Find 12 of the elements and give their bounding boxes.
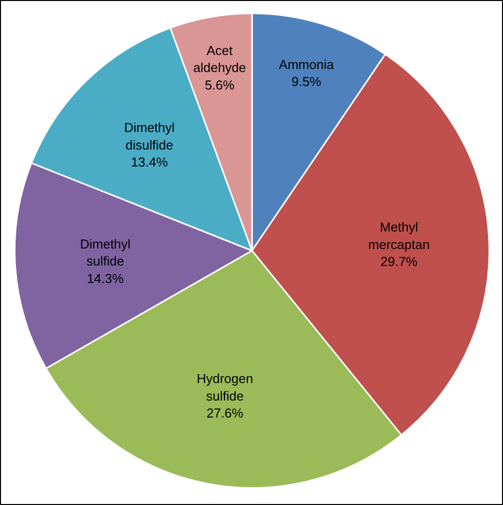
slice-label: Dimethyl disulfide <box>124 120 175 152</box>
data-label: 13.4% <box>130 154 168 170</box>
slice-label: Methyl mercaptan <box>368 220 430 252</box>
data-label: 27.6% <box>206 406 244 421</box>
slice-label: Acet aldehyde <box>193 42 246 76</box>
data-label: 14.3% <box>86 270 124 286</box>
data-label: 9.5% <box>292 74 322 90</box>
data-label: 5.6% <box>204 77 235 92</box>
slice-label: Dimethyl sulfide <box>80 236 131 269</box>
slice-label: Ammonia <box>278 56 335 72</box>
data-label: 29.7% <box>380 254 418 270</box>
slice-label: Hydrogen sulfide <box>196 371 254 404</box>
